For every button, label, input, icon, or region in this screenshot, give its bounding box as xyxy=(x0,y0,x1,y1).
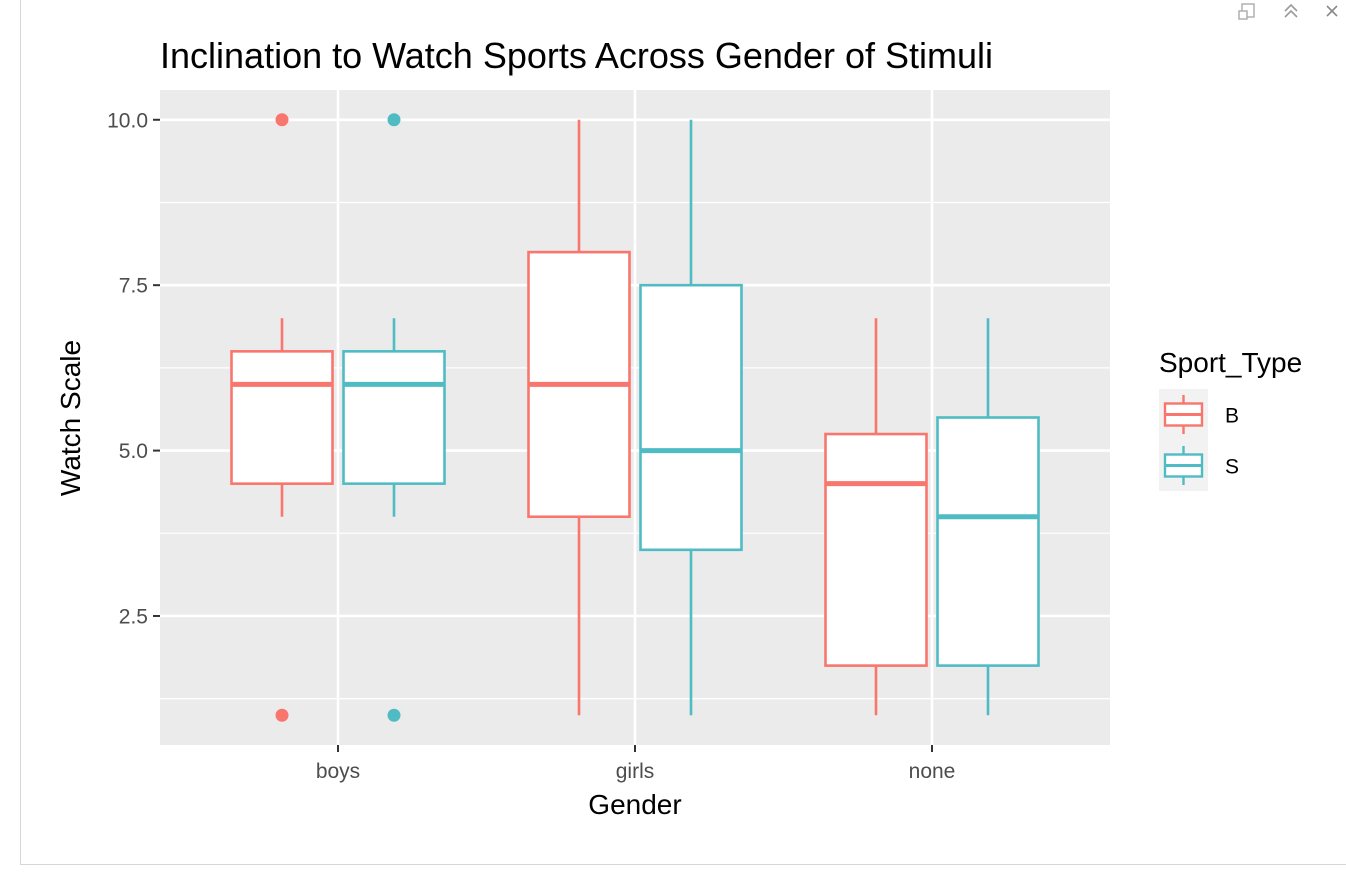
box-body xyxy=(936,416,1040,667)
box-S-none xyxy=(936,318,1040,716)
box-body xyxy=(230,350,334,485)
legend: Sport_Type B S xyxy=(1159,347,1302,491)
legend-title: Sport_Type xyxy=(1159,347,1302,378)
outlier-point xyxy=(275,708,289,722)
close-icon[interactable] xyxy=(1324,3,1340,19)
y-tick-label: 10.0 xyxy=(107,109,148,132)
x-axis: boys girls none xyxy=(316,745,956,783)
y-tick-label: 5.0 xyxy=(119,440,148,463)
x-tick-label: girls xyxy=(616,760,655,783)
y-axis: 2.5 5.0 7.5 10.0 xyxy=(107,109,160,628)
outlier-point xyxy=(387,113,401,127)
double-chevron-up-icon[interactable] xyxy=(1282,2,1300,20)
plot-output-frame xyxy=(20,0,1346,865)
y-tick-label: 7.5 xyxy=(119,275,148,298)
box-S-girls xyxy=(639,119,743,716)
x-axis-title: Gender xyxy=(588,789,681,820)
legend-label: B xyxy=(1225,405,1239,428)
box-layer xyxy=(230,113,1040,722)
box-body xyxy=(639,283,743,552)
box-body xyxy=(342,350,446,485)
legend-key-S: S xyxy=(1159,440,1239,491)
box-B-none xyxy=(824,318,928,716)
legend-label: S xyxy=(1225,456,1239,479)
outlier-point xyxy=(275,113,289,127)
box-S-boys xyxy=(342,113,446,722)
popout-window-icon[interactable] xyxy=(1238,2,1258,20)
chart-title: Inclination to Watch Sports Across Gende… xyxy=(160,35,993,76)
x-tick-label: boys xyxy=(316,760,360,783)
box-B-girls xyxy=(527,119,631,716)
x-tick-label: none xyxy=(909,760,956,783)
outlier-point xyxy=(387,708,401,722)
window-controls xyxy=(1238,0,1340,22)
legend-key-B: B xyxy=(1159,389,1239,440)
y-tick-label: 2.5 xyxy=(119,605,148,628)
box-body xyxy=(824,432,928,667)
box-B-boys xyxy=(230,113,334,722)
y-axis-title: Watch Scale xyxy=(55,340,86,496)
